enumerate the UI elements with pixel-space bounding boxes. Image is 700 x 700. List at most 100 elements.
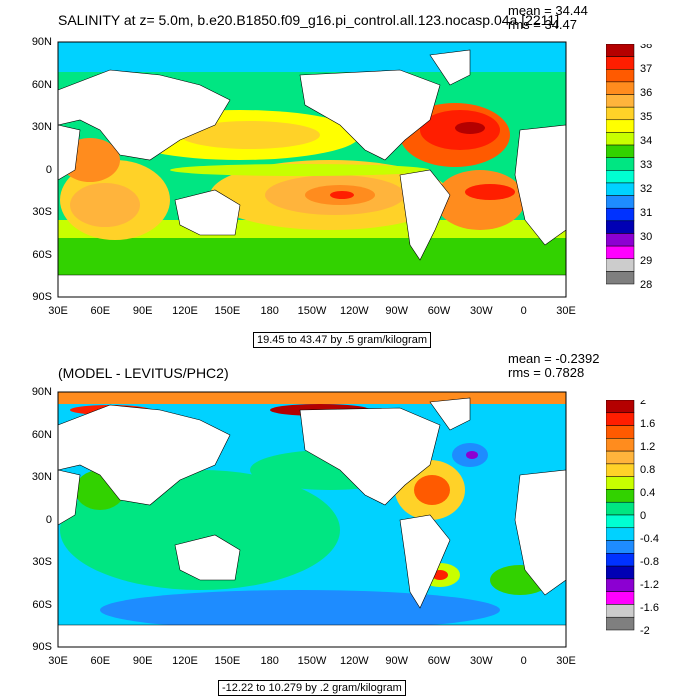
panel2-lat-label: 90S xyxy=(32,641,52,653)
panel1-lon-label: 30E xyxy=(48,305,68,317)
colorbar-label: 1.2 xyxy=(640,441,655,453)
colorbar-label: 28 xyxy=(640,279,652,291)
colorbar-swatch xyxy=(606,540,635,554)
colorbar-label: -1.6 xyxy=(640,602,659,614)
colorbar-swatch xyxy=(606,501,635,516)
colorbar-swatch xyxy=(606,438,635,452)
panel1-lon-label: 60W xyxy=(427,305,451,317)
panel2-lat-label: 30S xyxy=(32,556,52,568)
colorbar-swatch xyxy=(606,182,635,196)
panel2-rms: rms = 0.7828 xyxy=(508,365,585,380)
colorbar-label: 1.6 xyxy=(640,418,655,430)
panel2-land xyxy=(57,397,567,648)
panel1-colorbar: 38 37 36 35 34 33 32 31 30 29 28 xyxy=(606,44,652,291)
panel1-title: SALINITY at z= 5.0m, b.e20.B1850.f09_g16… xyxy=(58,12,560,28)
panel1-lon-label: 30E xyxy=(556,305,576,317)
colorbar-swatch xyxy=(606,144,635,158)
panel2-lat-label: 30N xyxy=(31,471,52,483)
colorbar-swatch xyxy=(606,565,635,580)
colorbar-swatch xyxy=(606,195,635,209)
colorbar-swatch xyxy=(606,400,635,414)
panel1-lat-label: 90N xyxy=(31,36,52,48)
panel1-frame xyxy=(57,41,567,298)
panel2-lon-label: 60W xyxy=(427,655,451,667)
panel1-lon-label: 120W xyxy=(339,305,369,317)
colorbar-swatch xyxy=(606,233,635,247)
colorbar-swatch xyxy=(606,69,635,83)
colorbar-swatch xyxy=(606,476,635,490)
colorbar-label: -1.2 xyxy=(640,579,659,591)
panel2-lat-label: 60S xyxy=(32,598,52,611)
panel1-lon-label: 90W xyxy=(385,305,408,317)
panel2-colorbar: 2 1.6 1.2 0.8 0.4 0 -0.4 -0.8 -1.2 -1.6 -2 xyxy=(606,400,659,637)
colorbar-label: 32 xyxy=(640,183,652,195)
colorbar-swatch xyxy=(606,132,635,146)
panel1-land xyxy=(57,49,567,298)
colorbar-label: 29 xyxy=(640,255,652,267)
colorbar-swatch xyxy=(606,616,635,631)
colorbar-swatch xyxy=(606,450,635,465)
panel2-lon-label: 30E xyxy=(48,655,68,667)
colorbar-swatch xyxy=(606,514,635,529)
panel2-lon-label: 90W xyxy=(385,655,408,667)
panel1-lon-label: 180 xyxy=(260,305,279,317)
panel2-lon-label: 120W xyxy=(339,655,369,667)
colorbar-swatch xyxy=(606,258,635,272)
colorbar-swatch xyxy=(606,463,635,477)
colorbar-label: 2 xyxy=(640,400,646,407)
colorbar-label: -0.8 xyxy=(640,556,659,568)
panel1-lat-label: 60N xyxy=(31,78,52,91)
colorbar-label: 36 xyxy=(640,87,652,99)
colorbar-label: 0 xyxy=(640,510,646,522)
panel1-range-note: 19.45 to 43.47 by .5 gram/kilogram xyxy=(253,332,431,348)
colorbar-swatch xyxy=(606,44,635,57)
colorbar-label: 0.8 xyxy=(640,464,655,476)
panel1-lat-label: 30S xyxy=(32,206,52,218)
panel1-lat-label: 0 xyxy=(45,163,52,176)
panel2-lon-label: 150E xyxy=(214,655,241,667)
colorbar-swatch xyxy=(606,207,635,222)
panel1-map xyxy=(57,41,567,298)
colorbar-swatch xyxy=(606,412,635,426)
colorbar-swatch xyxy=(606,94,635,108)
panel2-lon-label: 180 xyxy=(260,655,279,667)
panel2-title: (MODEL - LEVITUS/PHC2) xyxy=(58,365,229,381)
panel1-rms: rms = 34.47 xyxy=(508,17,578,32)
panel2-mean: mean = -0.2392 xyxy=(508,351,600,366)
panel1-lat-label: 90S xyxy=(32,291,52,303)
panel1-lon-label: 90E xyxy=(132,305,153,317)
panel2-lat-label: 90N xyxy=(31,386,52,398)
panel2-lon-label: 150W xyxy=(297,655,327,667)
panel2-lon-label: 120E xyxy=(172,655,198,667)
panel1-lat-label: 30N xyxy=(31,121,52,133)
panel2-lon-label: 30W xyxy=(470,655,493,667)
panel1-lon-label: 150E xyxy=(214,305,241,317)
panel1-lon-label: 150W xyxy=(297,305,327,317)
colorbar-swatch xyxy=(606,119,635,133)
panel2-range-note: -12.22 to 10.279 by .2 gram/kilogram xyxy=(218,680,406,696)
panel1-lon-label: 120E xyxy=(172,305,198,317)
colorbar-label: 35 xyxy=(640,111,652,123)
colorbar-swatch xyxy=(606,425,635,439)
colorbar-label: -0.4 xyxy=(640,533,659,545)
colorbar-label: 31 xyxy=(640,207,652,219)
colorbar-label: -2 xyxy=(640,625,650,637)
panel2-lon-label: 0 xyxy=(520,655,527,667)
panel2-lon-label: 90E xyxy=(132,655,153,667)
colorbar-swatch xyxy=(606,604,635,618)
colorbar-swatch xyxy=(606,578,635,592)
colorbar-swatch xyxy=(606,170,635,184)
panel2-frame xyxy=(57,391,567,648)
panel1-mean: mean = 34.44 xyxy=(508,3,588,18)
colorbar-label: 0.4 xyxy=(640,487,655,499)
colorbar-label: 34 xyxy=(640,135,652,147)
panel2-lon-label: 60E xyxy=(90,655,111,667)
panel2-map xyxy=(57,391,567,648)
panel2-lat-label: 60N xyxy=(31,428,52,441)
colorbar-label: 37 xyxy=(640,63,652,75)
panel2-lat-label: 0 xyxy=(45,513,52,526)
colorbar-swatch xyxy=(606,56,635,70)
colorbar-swatch xyxy=(606,553,635,567)
panel1-lon-label: 30W xyxy=(470,305,493,317)
panel2-lon-label: 30E xyxy=(556,655,576,667)
